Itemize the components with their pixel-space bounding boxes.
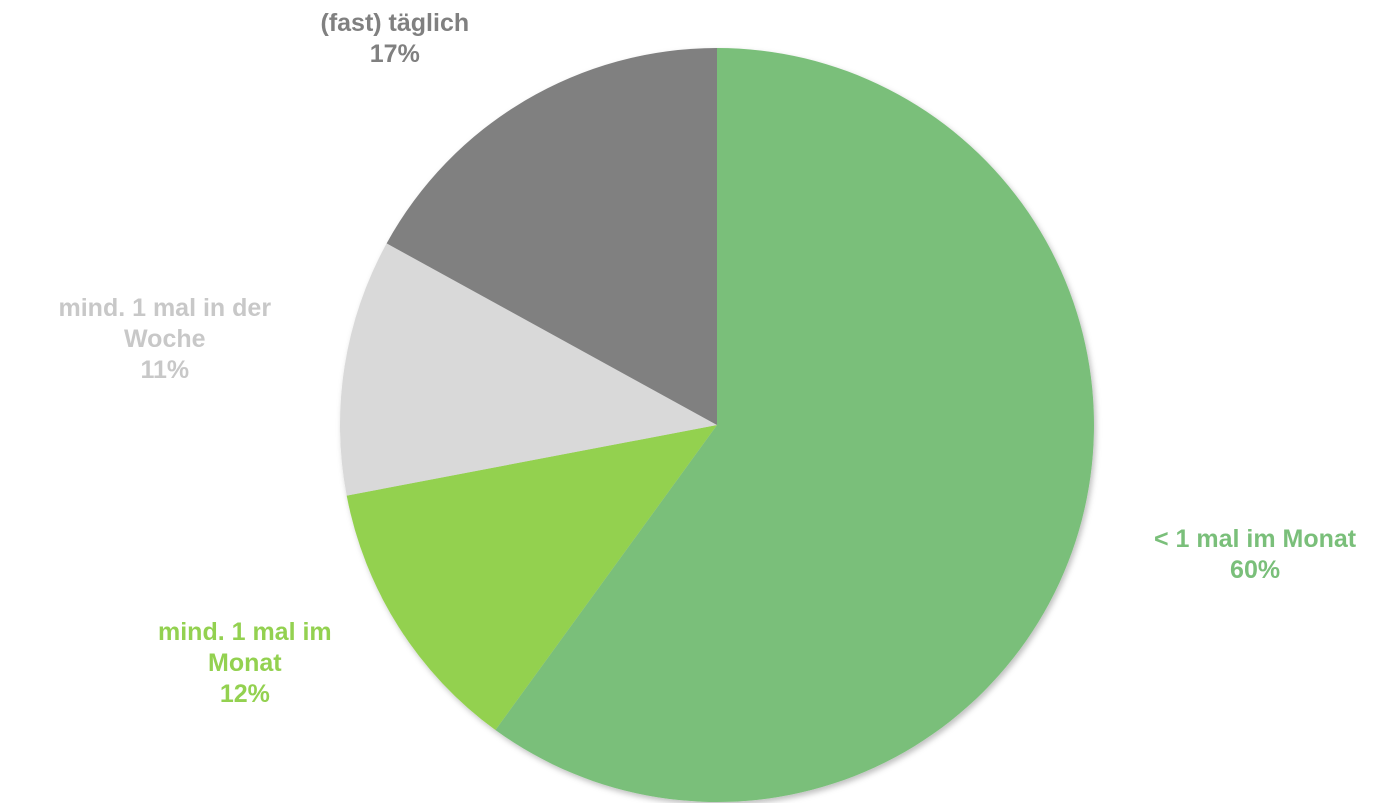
pie-slice-3: [386, 48, 717, 425]
slice-label-0: < 1 mal im Monat 60%: [1154, 524, 1356, 586]
slice-value-label: 60%: [1230, 556, 1281, 584]
slice-label-text: (fast) täglich: [320, 9, 470, 37]
slice-label-text: mind. 1 mal in der: [58, 294, 272, 322]
slice-label-text: Woche: [124, 325, 206, 353]
slice-label-text: mind. 1 mal im: [158, 618, 332, 646]
slice-value-label: 12%: [219, 680, 270, 708]
slice-value-label: 11%: [140, 356, 190, 384]
pie-slice-1: [346, 425, 717, 730]
slice-label-text: < 1 mal im Monat: [1154, 525, 1357, 553]
pie-slice-0: [495, 48, 1094, 802]
slice-label-1: mind. 1 mal im Monat 12%: [158, 617, 332, 710]
slice-value-label: 17%: [369, 40, 420, 68]
slice-label-2: mind. 1 mal in der Woche 11%: [59, 293, 272, 386]
pie-slice-2: [340, 243, 717, 496]
slice-label-3: (fast) täglich 17%: [321, 8, 470, 70]
slice-label-text: Monat: [208, 649, 282, 677]
